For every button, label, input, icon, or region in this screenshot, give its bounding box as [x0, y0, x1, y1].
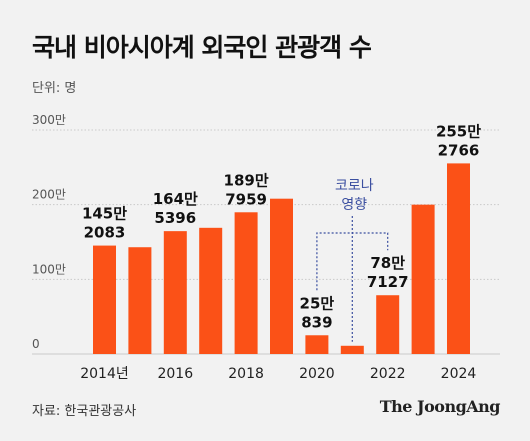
bar	[163, 231, 187, 354]
unit-label: 단위: 명	[32, 81, 77, 96]
data-label: 2083	[84, 224, 126, 242]
bar	[305, 335, 329, 354]
bar	[376, 295, 400, 354]
data-label: 7959	[225, 190, 267, 208]
source-note: 자료: 한국관광공사	[32, 404, 137, 419]
y-tick-label: 300만	[32, 113, 66, 127]
data-label: 5396	[154, 209, 196, 227]
annotation-label: 영향	[341, 197, 367, 213]
y-tick-label: 0	[32, 337, 40, 351]
bar	[270, 198, 293, 354]
bar	[447, 163, 470, 354]
data-label: 7127	[367, 273, 409, 291]
data-label: 2766	[438, 141, 480, 159]
y-tick-label: 100만	[32, 262, 66, 276]
brand-logo: The JoongAng	[379, 397, 501, 416]
x-tick-label: 2016	[157, 366, 193, 382]
bar	[199, 227, 223, 354]
x-tick-label: 2020	[299, 366, 335, 382]
bar	[411, 204, 435, 354]
bar	[234, 212, 258, 354]
bar	[128, 247, 152, 354]
y-tick-label: 200만	[32, 188, 66, 202]
x-tick-label: 2014년	[80, 366, 129, 382]
bar	[93, 245, 116, 354]
data-label: 255만	[436, 122, 481, 140]
data-label: 189만	[224, 171, 269, 189]
data-label: 145만	[82, 205, 127, 223]
data-label: 78만	[370, 254, 405, 272]
bar	[340, 345, 364, 354]
annotation-label: 코로나	[335, 178, 374, 194]
x-tick-label: 2022	[370, 366, 406, 382]
chart-title: 국내 비아시아계 외국인 관광객 수	[32, 33, 372, 62]
data-label: 164만	[153, 190, 198, 208]
x-tick-label: 2018	[228, 366, 264, 382]
data-label: 25만	[300, 294, 335, 312]
x-tick-label: 2024	[441, 366, 477, 382]
data-label: 839	[301, 313, 332, 331]
